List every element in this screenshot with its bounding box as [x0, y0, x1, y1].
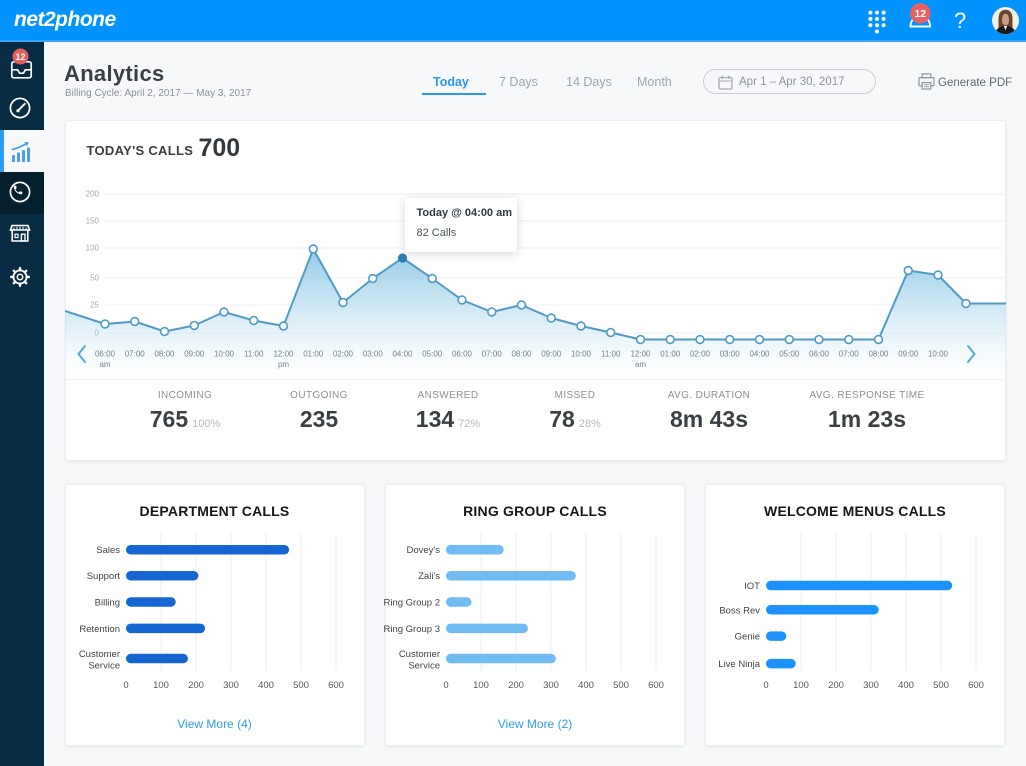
svg-text:600: 600 — [968, 680, 984, 691]
svg-text:07:00: 07:00 — [481, 350, 502, 359]
svg-text:300: 300 — [863, 680, 879, 691]
svg-text:05:00: 05:00 — [422, 350, 443, 359]
svg-text:am: am — [634, 360, 645, 369]
svg-text:11:00: 11:00 — [601, 350, 621, 359]
svg-text:10:00: 10:00 — [927, 350, 948, 359]
svg-text:Boss Rev: Boss Rev — [719, 605, 760, 616]
svg-text:300: 300 — [543, 680, 559, 691]
svg-text:Service: Service — [88, 661, 120, 672]
svg-text:08:00: 08:00 — [511, 350, 532, 359]
svg-text:07:00: 07:00 — [124, 350, 145, 359]
svg-text:12:00: 12:00 — [630, 350, 651, 359]
svg-text:0: 0 — [123, 680, 128, 691]
svg-text:400: 400 — [898, 680, 914, 691]
svg-text:500: 500 — [293, 680, 309, 691]
svg-text:600: 600 — [648, 680, 664, 691]
svg-text:Live Ninja: Live Ninja — [718, 659, 760, 670]
svg-text:Genie: Genie — [735, 632, 760, 643]
svg-text:300: 300 — [223, 680, 239, 691]
svg-text:Ring Group 3: Ring Group 3 — [383, 624, 440, 635]
svg-text:06:00: 06:00 — [808, 350, 829, 359]
svg-text:11:00: 11:00 — [244, 350, 264, 359]
svg-text:10:00: 10:00 — [570, 350, 591, 359]
svg-text:09:00: 09:00 — [541, 350, 562, 359]
svg-text:IOT: IOT — [744, 581, 760, 592]
svg-text:pm: pm — [277, 360, 288, 369]
svg-text:Ring Group 2: Ring Group 2 — [383, 598, 440, 609]
svg-text:07:00: 07:00 — [838, 350, 859, 359]
svg-text:09:00: 09:00 — [898, 350, 919, 359]
svg-text:Retention: Retention — [79, 624, 120, 635]
svg-text:12: 12 — [15, 52, 25, 62]
svg-text:12:00: 12:00 — [273, 350, 294, 359]
svg-text:04:00: 04:00 — [392, 350, 413, 359]
svg-text:09:00: 09:00 — [184, 350, 205, 359]
svg-text:03:00: 03:00 — [362, 350, 383, 359]
svg-text:400: 400 — [578, 680, 594, 691]
svg-text:100: 100 — [153, 680, 169, 691]
svg-text:06:00: 06:00 — [94, 350, 115, 359]
svg-text:Zali's: Zali's — [418, 571, 440, 582]
svg-text:Support: Support — [86, 571, 120, 582]
svg-text:200: 200 — [828, 680, 844, 691]
svg-text:50: 50 — [90, 274, 99, 283]
svg-text:150: 150 — [85, 217, 99, 226]
svg-text:01:00: 01:00 — [660, 350, 681, 359]
svg-text:200: 200 — [188, 680, 204, 691]
svg-text:08:00: 08:00 — [868, 350, 889, 359]
svg-text:10:00: 10:00 — [213, 350, 234, 359]
svg-text:Customer: Customer — [399, 649, 440, 660]
svg-text:03:00: 03:00 — [719, 350, 740, 359]
svg-text:Billing: Billing — [94, 598, 119, 609]
svg-text:02:00: 02:00 — [689, 350, 710, 359]
svg-text:100: 100 — [473, 680, 489, 691]
svg-text:400: 400 — [258, 680, 274, 691]
svg-text:04:00: 04:00 — [749, 350, 770, 359]
svg-text:02:00: 02:00 — [332, 350, 353, 359]
svg-text:am: am — [99, 360, 110, 369]
svg-text:500: 500 — [613, 680, 629, 691]
svg-text:05:00: 05:00 — [779, 350, 800, 359]
svg-text:25: 25 — [90, 301, 99, 310]
svg-text:Service: Service — [408, 661, 440, 672]
svg-text:06:00: 06:00 — [451, 350, 472, 359]
svg-text:0: 0 — [763, 680, 768, 691]
svg-text:0: 0 — [443, 680, 448, 691]
svg-text:Sales: Sales — [96, 545, 120, 556]
svg-text:01:00: 01:00 — [303, 350, 324, 359]
svg-text:12: 12 — [914, 8, 926, 20]
svg-text:Dovey's: Dovey's — [407, 545, 441, 556]
svg-text:200: 200 — [85, 190, 99, 199]
svg-text:100: 100 — [85, 244, 99, 253]
svg-text:500: 500 — [933, 680, 949, 691]
svg-text:200: 200 — [508, 680, 524, 691]
svg-text:600: 600 — [328, 680, 344, 691]
svg-text:Customer: Customer — [78, 649, 119, 660]
svg-text:100: 100 — [793, 680, 809, 691]
svg-text:08:00: 08:00 — [154, 350, 175, 359]
